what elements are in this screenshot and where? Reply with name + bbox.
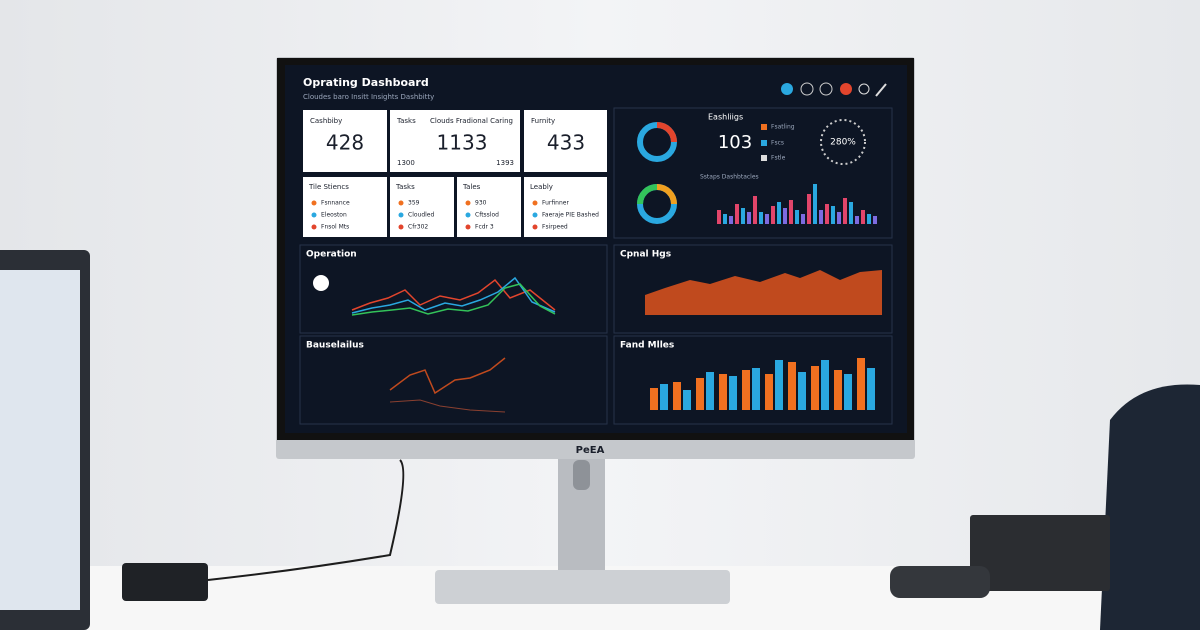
- legend-label: Fscs: [771, 140, 784, 147]
- chart-title: Sstaps Dashbtacles: [700, 174, 759, 181]
- legend-label: Fsatling: [771, 124, 795, 131]
- icon[interactable]: [840, 83, 852, 95]
- phone: [890, 566, 990, 598]
- kpi-sub: 1300: [397, 159, 415, 167]
- legend-swatch: [761, 124, 767, 130]
- router: [122, 563, 208, 601]
- line: [351, 278, 556, 311]
- kpi-card: [303, 110, 387, 172]
- icon[interactable]: [875, 83, 887, 97]
- list-dot: [398, 212, 404, 218]
- icon[interactable]: [781, 83, 793, 95]
- kpi-card: [524, 110, 607, 172]
- list-title: Tales: [462, 183, 481, 191]
- bars: [723, 184, 871, 224]
- line: [351, 283, 556, 316]
- list-item: Fcdr 3: [475, 224, 494, 231]
- kpi-label: Tasks: [396, 117, 416, 125]
- list-dot: [465, 212, 471, 218]
- icon[interactable]: [800, 82, 814, 96]
- summary-title: Eashliigs: [708, 113, 743, 122]
- kpi-value: 1133: [437, 131, 488, 155]
- panel: [299, 244, 608, 334]
- list-item: Faeraje PIE Bashed: [542, 212, 599, 219]
- gauge: [820, 119, 866, 165]
- list-dot: [465, 200, 471, 206]
- legend-swatch: [761, 155, 767, 161]
- summary-panel: [613, 107, 893, 239]
- list-item: Furfinner: [542, 200, 569, 207]
- list-title: Tasks: [395, 183, 415, 191]
- donut-segment: [656, 122, 677, 143]
- kpi-sub: 1393: [496, 159, 514, 167]
- kpi-note: Clouds Fradional Caring: [430, 117, 513, 125]
- list-title: Leably: [530, 183, 553, 191]
- panel-title: Operation: [306, 250, 357, 260]
- list-item: Fsnnance: [321, 200, 350, 207]
- list-dot: [532, 200, 538, 206]
- list-dot: [532, 212, 538, 218]
- play-icon[interactable]: [313, 275, 329, 291]
- list-item: Cftsslod: [475, 212, 499, 219]
- panel-title: Fand Mlles: [620, 341, 674, 351]
- list-dot: [311, 200, 317, 206]
- donut-segment: [637, 184, 658, 205]
- list-cards: Tile Stiencs Fsnnance Eleoston Fnsol Mts Tas…: [303, 177, 607, 237]
- cable-hole: [573, 460, 590, 490]
- icon[interactable]: [858, 83, 870, 95]
- bars: [717, 194, 865, 224]
- list-title: Tile Stiencs: [308, 183, 349, 191]
- panel: [299, 335, 608, 425]
- bars: [650, 358, 865, 410]
- list-dot: [398, 200, 404, 206]
- chair: [1100, 384, 1200, 630]
- cable: [207, 459, 405, 581]
- summary-value: 103: [718, 132, 752, 153]
- laptop-screen: [0, 270, 80, 610]
- panel-title: Cpnal Hgs: [620, 250, 671, 260]
- dashboard-subtitle: Cloudes baro Insitt Insights Dashbitty: [303, 93, 434, 101]
- list-item: Cloudled: [408, 212, 434, 219]
- kpi-label: Furnity: [531, 117, 555, 125]
- monitor-brand: PeEA: [576, 445, 605, 456]
- donut-segment: [656, 184, 677, 205]
- list-item: Cfr302: [408, 224, 428, 231]
- list-item: 359: [408, 200, 420, 207]
- panel: [613, 335, 893, 425]
- dashboard-title: Oprating Dashboard: [303, 76, 429, 89]
- device-box: [970, 515, 1110, 591]
- bars: [660, 360, 875, 410]
- list-dot: [311, 212, 317, 218]
- list-dot: [311, 224, 317, 230]
- line: [389, 399, 506, 413]
- legend-swatch: [761, 140, 767, 146]
- panel: [613, 244, 893, 334]
- line: [389, 357, 506, 395]
- list-card: [524, 177, 607, 237]
- list-card: [303, 177, 387, 237]
- monitor-base: [435, 570, 730, 604]
- list-dot: [532, 224, 538, 230]
- list-item: Fsirpeed: [542, 224, 568, 231]
- gauge-label: 280%: [830, 138, 856, 148]
- list-dot: [398, 224, 404, 230]
- kpi-value: 428: [326, 131, 364, 155]
- area: [645, 270, 882, 315]
- panel-title: Bauselailus: [306, 341, 364, 351]
- line: [351, 276, 556, 314]
- icon[interactable]: [819, 82, 833, 96]
- legend-label: Fstle: [771, 155, 786, 162]
- kpi-label: Cashbiby: [310, 117, 342, 125]
- list-item: Eleoston: [321, 212, 347, 219]
- list-item: 930: [475, 200, 487, 207]
- kpi-value: 433: [547, 131, 585, 155]
- list-item: Fnsol Mts: [321, 224, 349, 231]
- bars: [729, 208, 877, 224]
- list-dot: [465, 224, 471, 230]
- kpi-card: [390, 110, 520, 172]
